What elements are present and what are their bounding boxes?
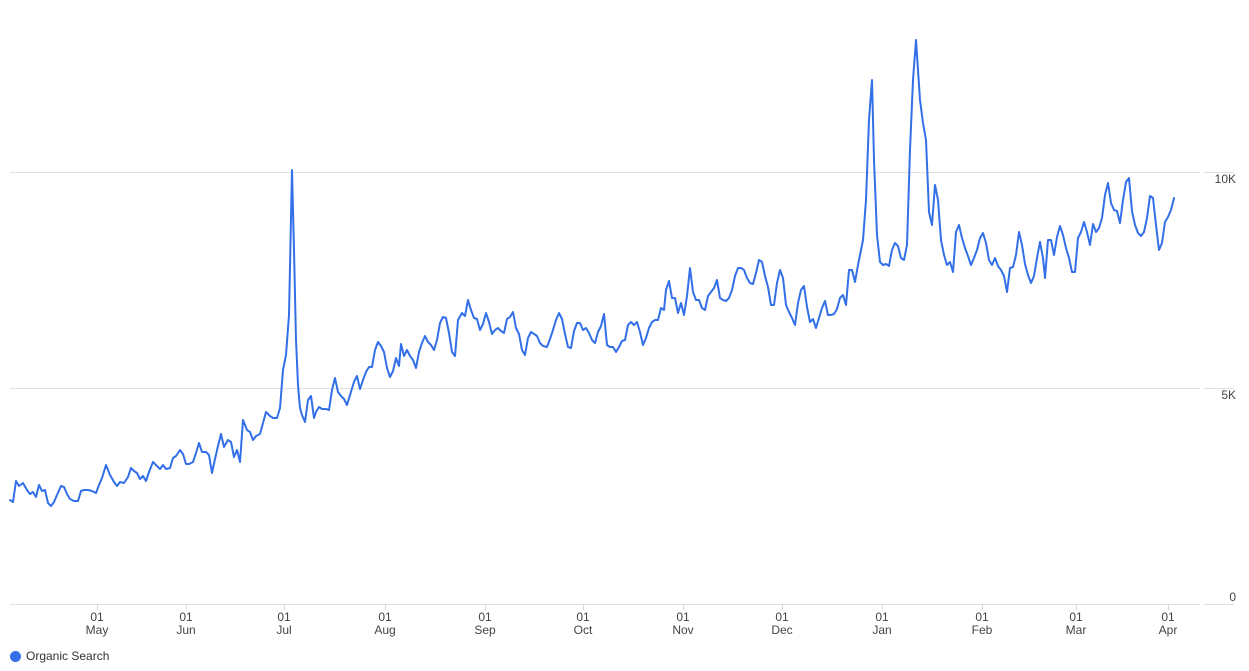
tick-month: Apr xyxy=(1158,623,1178,637)
x-axis-ticks xyxy=(97,604,1169,610)
tick-day: 01 xyxy=(1161,610,1175,624)
x-axis-label-may: 01 May xyxy=(77,611,117,637)
tick-month: Aug xyxy=(374,623,396,637)
x-axis-label-oct: 01 Oct xyxy=(563,611,603,637)
x-axis-label-jun: 01 Jun xyxy=(166,611,206,637)
y-axis-label: 5K xyxy=(1221,388,1236,402)
x-axis-label-jan: 01 Jan xyxy=(862,611,902,637)
x-axis-label-aug: 01 Aug xyxy=(365,611,405,637)
tick-day: 01 xyxy=(1069,610,1083,624)
tick-month: Oct xyxy=(573,623,593,637)
x-axis-label-apr: 01 Apr xyxy=(1148,611,1188,637)
tick-month: Nov xyxy=(672,623,694,637)
tick-month: Jun xyxy=(176,623,196,637)
tick-day: 01 xyxy=(576,610,590,624)
x-axis-label-feb: 01 Feb xyxy=(962,611,1002,637)
x-axis-label-mar: 01 Mar xyxy=(1056,611,1096,637)
tick-month: Mar xyxy=(1065,623,1087,637)
tick-month: Feb xyxy=(971,623,993,637)
x-axis-label-sep: 01 Sep xyxy=(465,611,505,637)
x-axis-label-nov: 01 Nov xyxy=(663,611,703,637)
x-axis-label-jul: 01 Jul xyxy=(264,611,304,637)
tick-day: 01 xyxy=(975,610,989,624)
tick-month: Jul xyxy=(276,623,292,637)
y-axis-label: 0 xyxy=(1229,590,1236,604)
legend-item-organic-search[interactable]: Organic Search xyxy=(10,649,109,663)
tick-month: May xyxy=(85,623,109,637)
tick-day: 01 xyxy=(378,610,392,624)
tick-day: 01 xyxy=(179,610,193,624)
tick-day: 01 xyxy=(875,610,889,624)
tick-month: Dec xyxy=(771,623,793,637)
y-axis-label: 10K xyxy=(1214,172,1236,186)
legend-label: Organic Search xyxy=(26,649,110,663)
tick-day: 01 xyxy=(676,610,690,624)
organic-search-line[interactable] xyxy=(9,39,1175,507)
tick-month: Sep xyxy=(474,623,496,637)
tick-month: Jan xyxy=(872,623,892,637)
tick-day: 01 xyxy=(478,610,492,624)
gridlines xyxy=(10,172,1234,605)
tick-day: 01 xyxy=(90,610,104,624)
legend-dot-icon xyxy=(10,650,21,662)
tick-day: 01 xyxy=(277,610,291,624)
tick-day: 01 xyxy=(775,610,789,624)
x-axis-label-dec: 01 Dec xyxy=(762,611,802,637)
